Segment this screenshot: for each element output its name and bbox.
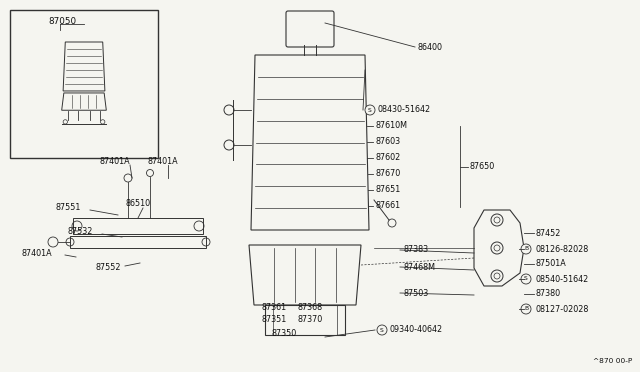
Text: 87401A: 87401A [22, 248, 52, 257]
Text: S: S [524, 276, 528, 282]
Text: 08540-51642: 08540-51642 [536, 275, 589, 283]
Text: 08430-51642: 08430-51642 [378, 106, 431, 115]
Text: 87452: 87452 [536, 228, 561, 237]
Circle shape [365, 105, 375, 115]
Text: 86510: 86510 [125, 199, 150, 208]
Text: S: S [368, 108, 372, 112]
Text: 87351: 87351 [262, 314, 287, 324]
Text: 87670: 87670 [376, 170, 401, 179]
Text: 87603: 87603 [376, 138, 401, 147]
Text: 87370: 87370 [298, 314, 323, 324]
Text: 86400: 86400 [418, 42, 443, 51]
Text: ^870 00-P: ^870 00-P [593, 358, 632, 364]
Text: 87383: 87383 [403, 246, 428, 254]
Text: 87551: 87551 [55, 203, 81, 212]
Text: 87350: 87350 [272, 328, 297, 337]
Text: 08127-02028: 08127-02028 [536, 305, 589, 314]
Circle shape [377, 325, 387, 335]
Bar [70, 236, 206, 248]
Bar [265, 305, 345, 335]
Text: 87468M: 87468M [403, 263, 435, 272]
Text: 87361: 87361 [262, 302, 287, 311]
Text: 87401A: 87401A [100, 157, 131, 167]
Text: 87651: 87651 [376, 186, 401, 195]
Bar [73, 218, 203, 234]
Text: 08126-82028: 08126-82028 [536, 244, 589, 253]
Text: 87552: 87552 [95, 263, 120, 273]
Text: 87532: 87532 [68, 228, 93, 237]
Text: 87610M: 87610M [376, 122, 408, 131]
Bar [10, 10, 158, 158]
Circle shape [521, 304, 531, 314]
Text: 87503: 87503 [403, 289, 428, 298]
Circle shape [521, 244, 531, 254]
Text: 09340-40642: 09340-40642 [390, 326, 443, 334]
Text: 87501A: 87501A [536, 260, 567, 269]
Text: 87050: 87050 [48, 17, 76, 26]
Text: B: B [524, 307, 528, 311]
Circle shape [521, 274, 531, 284]
Text: 87401A: 87401A [148, 157, 179, 167]
Text: 87368: 87368 [298, 302, 323, 311]
Text: 87661: 87661 [376, 202, 401, 211]
Text: 87650: 87650 [470, 162, 495, 171]
Text: B: B [524, 247, 528, 251]
Text: 87380: 87380 [536, 289, 561, 298]
Text: S: S [380, 327, 384, 333]
Text: 87602: 87602 [376, 154, 401, 163]
